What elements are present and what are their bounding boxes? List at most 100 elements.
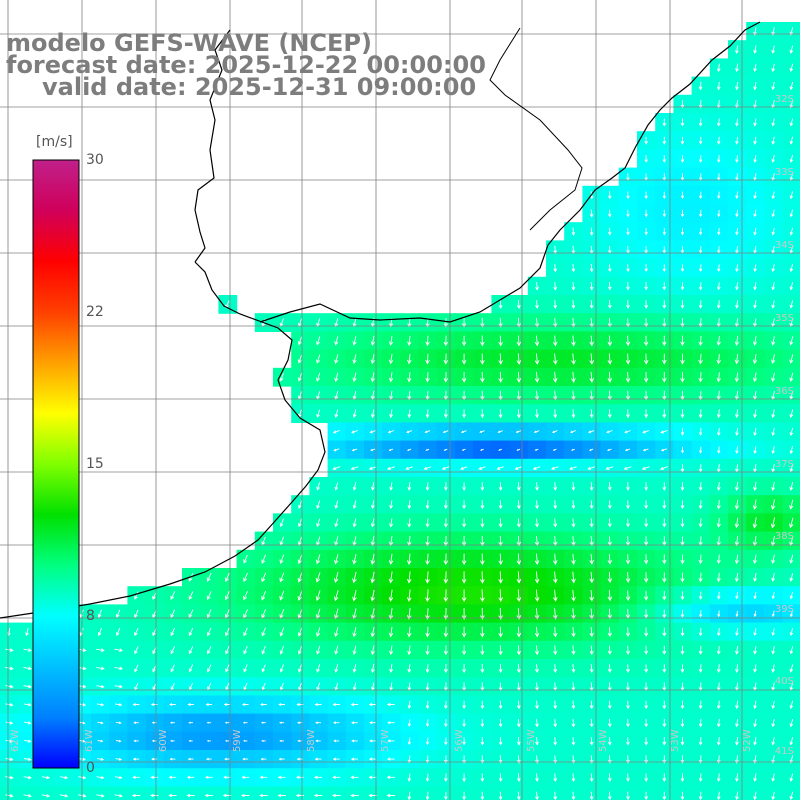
wind-arrow [297, 354, 303, 364]
wind-arrow [478, 466, 486, 470]
wind-arrow [332, 429, 340, 434]
wind-arrow [680, 700, 685, 710]
wind-arrow [662, 282, 667, 291]
wind-arrow [461, 626, 467, 638]
wind-arrow [571, 626, 576, 638]
wind-arrow [170, 609, 176, 619]
wind-arrow [351, 739, 358, 743]
wind-arrow [389, 518, 394, 528]
wind-arrow [680, 390, 685, 401]
wind-arrow [680, 318, 685, 328]
wind-arrow [243, 590, 248, 601]
wind-arrow [97, 739, 104, 743]
wind-arrow [553, 718, 558, 728]
wind-arrow [498, 371, 503, 383]
wind-arrow [789, 700, 794, 710]
wind-arrow [425, 553, 430, 566]
wind-arrow [607, 500, 612, 510]
wind-arrow [571, 553, 576, 565]
wind-arrow [698, 191, 703, 200]
wind-arrow [370, 482, 375, 491]
wind-arrow [589, 371, 594, 383]
wind-arrow [334, 372, 339, 383]
wind-arrow [225, 627, 230, 637]
wind-arrow [5, 648, 14, 652]
wind-arrow [534, 553, 540, 566]
wind-arrow [716, 353, 721, 365]
lat-label: 38S [774, 531, 794, 542]
wind-arrow [333, 448, 340, 452]
wind-arrow [662, 773, 667, 783]
wind-arrow [462, 518, 467, 528]
wind-arrow [134, 664, 139, 673]
wind-arrow [425, 608, 430, 620]
wind-arrow [680, 372, 685, 383]
wind-arrow [333, 721, 340, 725]
wind-arrow [443, 589, 449, 603]
wind-arrow [407, 664, 412, 674]
wind-arrow [553, 500, 558, 510]
wind-arrow [388, 571, 394, 584]
wind-arrow [23, 702, 32, 707]
wind-arrow [461, 536, 467, 547]
wind-arrow [387, 430, 395, 434]
wind-arrow [97, 721, 104, 725]
wind-arrow [407, 518, 412, 528]
wind-arrow [752, 535, 758, 547]
wind-arrow [535, 300, 539, 310]
wind-arrow [407, 318, 412, 328]
wind-arrow [516, 353, 522, 365]
wind-arrow [571, 227, 576, 236]
wind-arrow [662, 318, 667, 328]
lat-label: 40S [774, 676, 794, 687]
wind-arrow [717, 155, 721, 163]
wind-arrow [571, 664, 576, 674]
wind-arrow [589, 227, 594, 236]
wind-arrow [623, 466, 632, 471]
wind-arrow [789, 154, 794, 163]
wind-arrow [352, 627, 357, 638]
wind-arrow [735, 155, 739, 163]
wind-arrow [698, 228, 703, 236]
wind-arrow [571, 571, 576, 584]
wind-arrow [789, 737, 794, 746]
wind-arrow [553, 390, 558, 401]
wind-arrow [443, 518, 448, 528]
wind-arrow [352, 645, 357, 656]
wind-arrow [516, 317, 521, 328]
wind-arrow [552, 335, 558, 347]
wind-arrow [498, 300, 503, 310]
wind-arrow [279, 627, 285, 637]
wind-arrow [498, 353, 503, 365]
wind-arrow [662, 372, 667, 383]
wind-arrow [698, 353, 703, 365]
wind-arrow [589, 608, 594, 620]
wind-arrow [498, 448, 503, 451]
wind-arrow [443, 353, 449, 365]
wind-arrow [498, 791, 503, 800]
wind-arrow [698, 627, 703, 637]
wind-arrow [316, 482, 321, 491]
wind-arrow [480, 791, 485, 800]
wind-arrow [680, 554, 685, 565]
wind-arrow [515, 430, 522, 434]
wind-arrow [680, 409, 685, 419]
wind-arrow [607, 371, 613, 383]
wind-arrow [607, 718, 612, 728]
wind-arrow [479, 430, 485, 434]
wind-arrow [425, 518, 430, 528]
colorbar [32, 159, 80, 769]
wind-arrow [5, 702, 14, 707]
wind-arrow [151, 757, 158, 761]
wind-arrow [607, 482, 612, 491]
wind-arrow [480, 571, 485, 584]
wind-arrow [535, 700, 539, 710]
colorbar-tick-label: 8 [86, 608, 95, 624]
wind-arrow [369, 430, 377, 434]
wind-arrow [553, 282, 558, 291]
wind-arrow [351, 721, 358, 725]
wind-arrow [789, 610, 793, 618]
wind-arrow [716, 791, 721, 800]
wind-arrow [660, 429, 668, 434]
wind-arrow [352, 553, 357, 565]
